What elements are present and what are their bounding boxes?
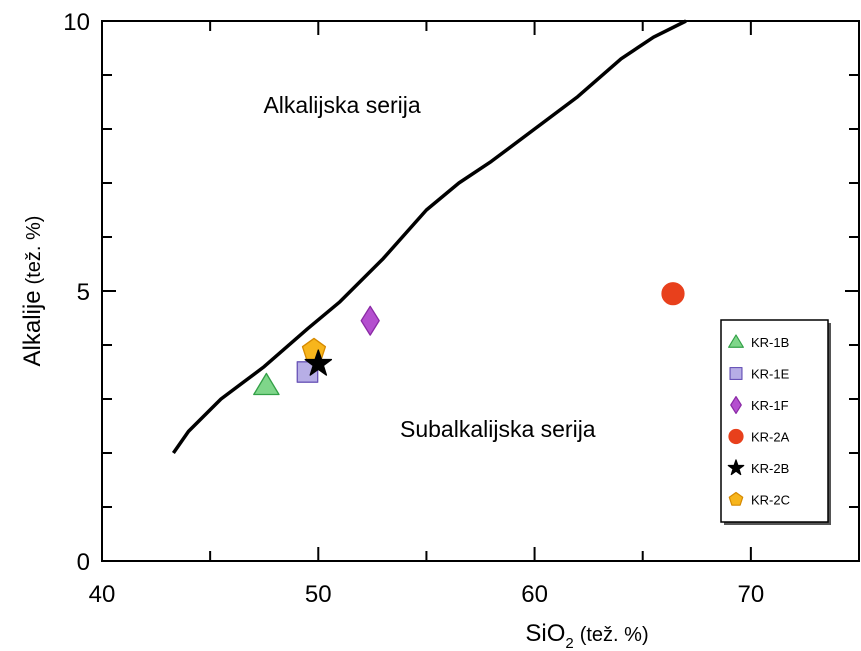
point-kr-2a (661, 282, 685, 306)
y-axis-title: Alkalije(tež. %) (19, 216, 46, 367)
point-kr-1b (253, 372, 280, 396)
x-tick-labels: 40 50 60 70 (89, 581, 765, 608)
legend-label: KR-1B (751, 335, 789, 350)
x-tick-label: 70 (738, 581, 765, 608)
region-label-subalkaline: Subalkalijska serija (400, 416, 596, 442)
legend-marker-kr-1b (728, 334, 744, 348)
point-kr-1f (360, 305, 380, 336)
y-tick-label: 10 (63, 9, 90, 36)
point-kr-2c (301, 337, 327, 361)
y-tick-labels: 0 5 10 (63, 9, 90, 576)
legend-label: KR-1F (751, 398, 789, 413)
legend-marker-kr-2b (727, 459, 745, 476)
legend-label: KR-2A (751, 430, 790, 445)
x-tick-label: 50 (305, 581, 332, 608)
legend-marker-kr-1e (729, 366, 743, 381)
data-points (253, 282, 685, 396)
x-tick-label: 60 (521, 581, 548, 608)
y-tick-label: 5 (77, 279, 90, 306)
region-label-alkaline: Alkalijska serija (263, 92, 420, 118)
point-kr-2b (304, 349, 333, 376)
boundary-line (171, 19, 687, 455)
legend-box (720, 319, 829, 523)
legend-marker-kr-2a (728, 428, 744, 445)
x-tick-label: 40 (89, 581, 116, 608)
y-tick-label: 0 (77, 549, 90, 576)
legend-marker-kr-2c (728, 491, 744, 506)
legend-label: KR-1E (751, 367, 790, 382)
legend: KR-1B KR-1E KR-1F KR-2A KR-2B KR-2C (720, 319, 831, 525)
legend-label: KR-2C (751, 493, 790, 508)
legend-label: KR-2B (751, 461, 789, 476)
legend-marker-kr-1f (730, 396, 742, 414)
region-labels: Alkalijska serija Subalkalijska serija (263, 92, 595, 442)
axis-ticks (101, 20, 860, 562)
x-axis-title: SiO2 (tež. %) (525, 620, 648, 651)
